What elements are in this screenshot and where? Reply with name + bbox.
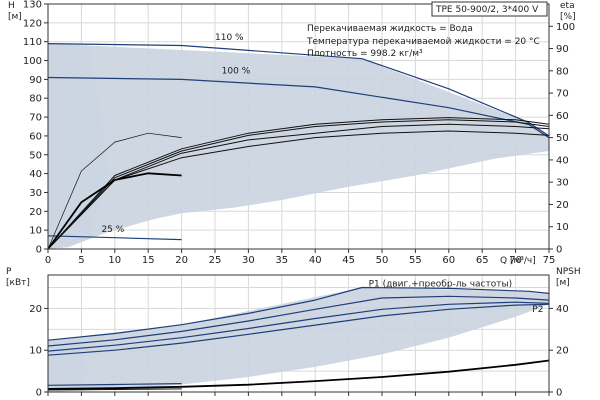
curve-label: 100 % <box>222 67 251 77</box>
y2-tick-label: 100 <box>556 22 575 33</box>
series-line-1-5 <box>47 359 550 390</box>
series-line-1-4 <box>47 383 182 386</box>
series-line-0-2 <box>47 235 182 241</box>
y2-tick-label: 0 <box>556 388 562 399</box>
series-line-1-0 <box>47 286 550 341</box>
y-tick-label: 100 <box>23 56 42 67</box>
y-tick-label: 0 <box>36 388 42 399</box>
y-tick-label: 40 <box>29 169 42 180</box>
pump-model-label: TPE 50-900/2, 3*400 V <box>435 5 539 15</box>
y-tick-label: 110 <box>23 37 42 48</box>
operating-area <box>48 287 549 392</box>
curve-label: 110 % <box>215 33 244 43</box>
density-info: Плотность = 998.2 кг/м³ <box>307 49 423 59</box>
y-tick-label: 50 <box>29 150 42 161</box>
x-tick-label: 55 <box>409 255 422 266</box>
series-line-0-7 <box>47 172 182 250</box>
npsh-axis-label: NPSH <box>556 267 581 277</box>
x-tick-label: 75 <box>543 255 556 266</box>
y-tick-label: 60 <box>29 131 42 142</box>
y2-tick-label: 70 <box>556 89 569 100</box>
curve-label: P1 (двиг.+преобр-ль частоты) <box>369 279 513 289</box>
curve-label: 25 % <box>101 225 124 235</box>
curve-label: P2 <box>532 305 543 315</box>
y2-tick-label: 60 <box>556 111 569 122</box>
y-axis-label: H <box>8 1 15 11</box>
x-tick-label: 35 <box>275 255 288 266</box>
y2-axis-label: [%] <box>560 12 576 22</box>
y2-tick-label: 0 <box>556 245 562 256</box>
y-tick-label: 90 <box>29 75 42 86</box>
y-tick-label: 20 <box>29 304 42 315</box>
series-line-0-5 <box>47 119 550 250</box>
series-line-1-1 <box>47 295 550 347</box>
liquid-info: Перекачиваемая жидкость = Вода <box>307 24 473 34</box>
x-tick-label: 40 <box>309 255 322 266</box>
x-tick-label: 65 <box>476 255 489 266</box>
y-tick-label: 30 <box>29 188 42 199</box>
y2-tick-label: 20 <box>556 200 569 211</box>
series-line-0-8 <box>47 132 182 250</box>
y-axis-label: [м] <box>8 12 22 22</box>
series-line-1-2 <box>47 301 550 352</box>
pump-model-box <box>431 1 548 17</box>
y-tick-label: 0 <box>36 245 42 256</box>
series-line-1-3 <box>47 303 550 356</box>
x-tick-label: 70 <box>509 255 522 266</box>
power-axis-label: P <box>6 267 12 277</box>
series-line-1-6 <box>47 388 182 391</box>
series-line-0-1 <box>47 76 550 139</box>
x-axis-label: Q [м³/ч] <box>500 256 536 266</box>
y2-axis-label: eta <box>560 1 575 11</box>
y2-tick-label: 10 <box>556 222 569 233</box>
x-tick-label: 25 <box>209 255 222 266</box>
npsh-axis-label: [м] <box>556 278 570 288</box>
y-tick-label: 10 <box>29 226 42 237</box>
x-tick-label: 20 <box>175 255 188 266</box>
series-line-0-4 <box>47 123 550 250</box>
x-tick-label: 15 <box>142 255 155 266</box>
y-tick-label: 120 <box>23 18 42 29</box>
x-tick-label: 60 <box>442 255 455 266</box>
x-tick-label: 10 <box>108 255 121 266</box>
y2-tick-label: 20 <box>556 346 569 357</box>
y-tick-label: 80 <box>29 94 42 105</box>
series-line-0-3 <box>47 130 550 250</box>
y2-tick-label: 90 <box>556 44 569 55</box>
y-tick-label: 70 <box>29 113 42 124</box>
y-tick-label: 130 <box>23 0 42 11</box>
x-tick-label: 5 <box>78 255 84 266</box>
x-tick-label: 50 <box>376 255 389 266</box>
y2-tick-label: 40 <box>556 304 569 315</box>
power-axis-label: [кВт] <box>6 278 30 288</box>
y-tick-label: 20 <box>29 207 42 218</box>
series-line-0-6 <box>47 117 550 250</box>
series-line-0-0 <box>47 43 550 137</box>
operating-area <box>48 43 549 250</box>
y2-tick-label: 80 <box>556 66 569 77</box>
y2-tick-label: 40 <box>556 155 569 166</box>
x-tick-label: 30 <box>242 255 255 266</box>
plot-frame <box>47 3 550 250</box>
plot-frame <box>47 274 550 393</box>
x-tick-label: 0 <box>45 255 51 266</box>
x-tick-label: 45 <box>342 255 355 266</box>
temperature-info: Температура перекачиваемой жидкости = 20… <box>306 37 540 47</box>
y2-tick-label: 50 <box>556 133 569 144</box>
y-tick-label: 10 <box>29 346 42 357</box>
y2-tick-label: 30 <box>556 178 569 189</box>
